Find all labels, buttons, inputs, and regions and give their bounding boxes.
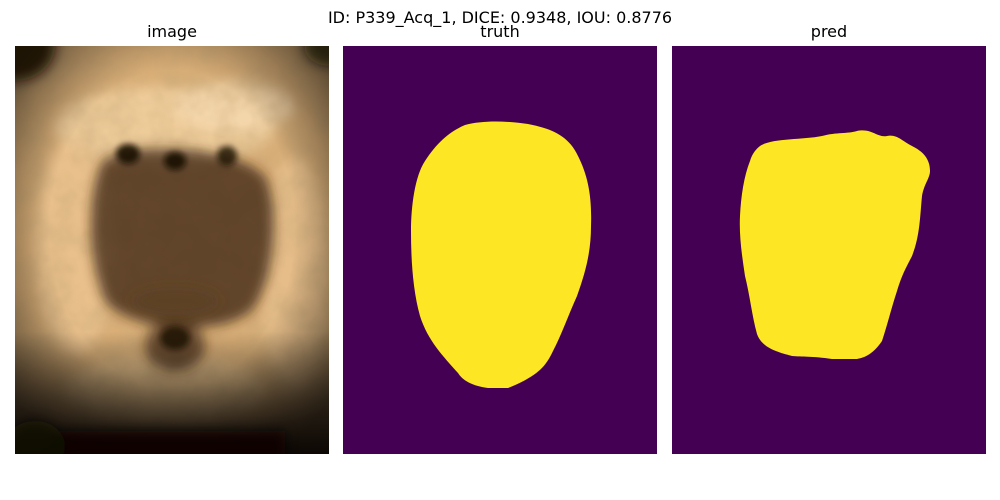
ultrasound-image-panel [15,46,329,454]
panel-title-image: image [147,22,197,41]
pred-mask-region [739,130,930,359]
ultrasound-image [15,46,329,454]
truth-mask-panel [343,46,657,454]
pred-mask-panel [672,46,986,454]
pred-mask [672,46,986,454]
panel-title-pred: pred [810,22,848,41]
truth-mask-region [411,121,592,388]
panel-title-truth: truth [480,22,520,41]
truth-mask [343,46,657,454]
figure-title: ID: P339_Acq_1, DICE: 0.9348, IOU: 0.877… [327,8,673,27]
ultrasound-bottom-shadow [15,46,329,454]
ultrasound-dark-corners [15,46,329,454]
